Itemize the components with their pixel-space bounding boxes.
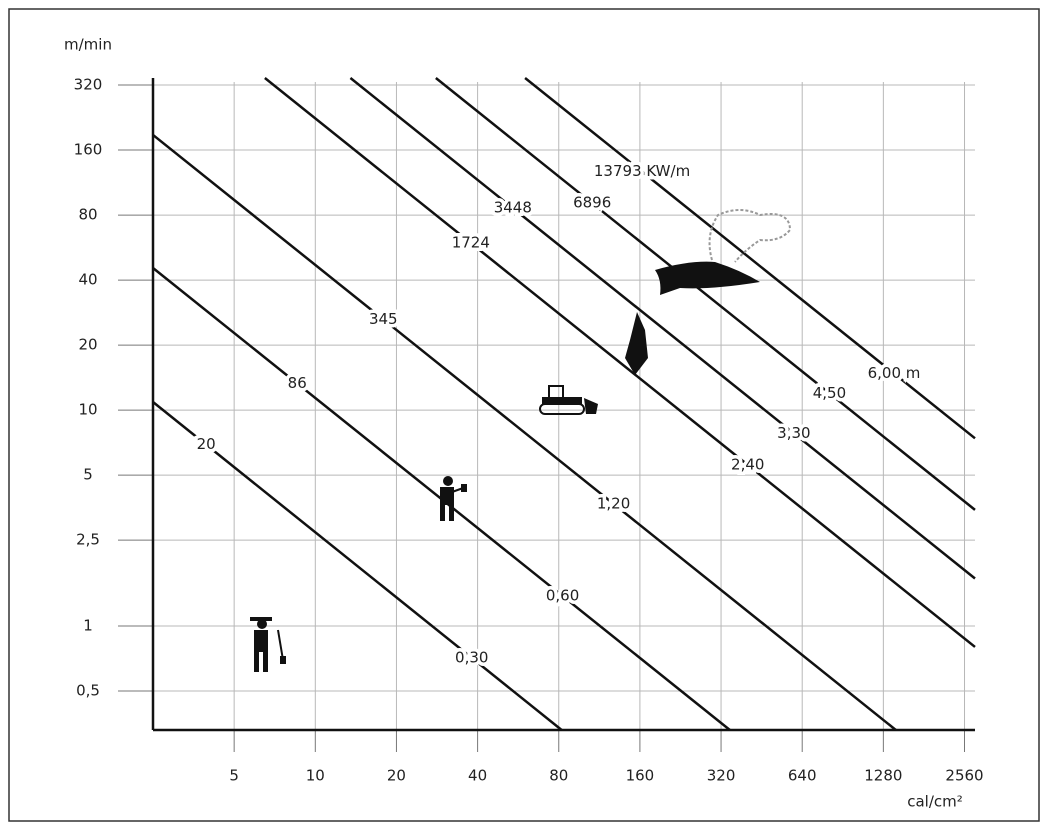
y-tick-label: 40 bbox=[78, 271, 97, 289]
y-tick-label: 5 bbox=[83, 466, 93, 484]
x-tick-label: 160 bbox=[626, 767, 655, 785]
intensity-label: 86 bbox=[288, 374, 307, 392]
x-tick-label: 1280 bbox=[864, 767, 902, 785]
x-tick-label: 20 bbox=[387, 767, 406, 785]
y-tick-label: 20 bbox=[78, 336, 97, 354]
x-tick-label: 80 bbox=[549, 767, 568, 785]
flame-length-label: 1,20 bbox=[597, 494, 630, 512]
x-tick-label: 2560 bbox=[945, 767, 983, 785]
x-tick-label: 10 bbox=[306, 767, 325, 785]
flame-length-label: 3,30 bbox=[777, 424, 810, 442]
x-tick-label: 320 bbox=[707, 767, 736, 785]
page: m/min cal/cm² 5 10 20 40 80 160 320 640 1280 2560… bbox=[0, 0, 1049, 828]
y-tick-label: 10 bbox=[78, 401, 97, 419]
y-tick-label: 1 bbox=[83, 617, 93, 635]
intensity-label: 1724 bbox=[452, 233, 490, 251]
x-tick-label: 640 bbox=[788, 767, 817, 785]
x-tick-label: 40 bbox=[468, 767, 487, 785]
y-axis-label: m/min bbox=[64, 36, 112, 54]
flame-length-label: 2,40 bbox=[731, 455, 764, 473]
intensity-label: 20 bbox=[197, 435, 216, 453]
x-axis-label: cal/cm² bbox=[907, 793, 963, 811]
intensity-label: 345 bbox=[369, 310, 398, 328]
y-tick-label: 320 bbox=[74, 76, 103, 94]
y-tick-label: 0,5 bbox=[76, 682, 100, 700]
chart: m/min cal/cm² 5 10 20 40 80 160 320 640 1280 2560… bbox=[0, 0, 1049, 828]
flame-length-label: 6,00 m bbox=[868, 364, 921, 382]
flame-length-label: 4,50 bbox=[813, 384, 846, 402]
flame-length-label: 0,60 bbox=[546, 587, 579, 605]
y-tick-label: 2,5 bbox=[76, 531, 100, 549]
intensity-label: 3448 bbox=[494, 199, 532, 217]
x-tick-label: 5 bbox=[229, 767, 239, 785]
intensity-label: 13793 KW/m bbox=[594, 162, 690, 180]
y-tick-label: 80 bbox=[78, 206, 97, 224]
intensity-label: 6896 bbox=[573, 194, 611, 212]
y-tick-label: 160 bbox=[74, 141, 103, 159]
flame-length-label: 0,30 bbox=[455, 648, 488, 666]
